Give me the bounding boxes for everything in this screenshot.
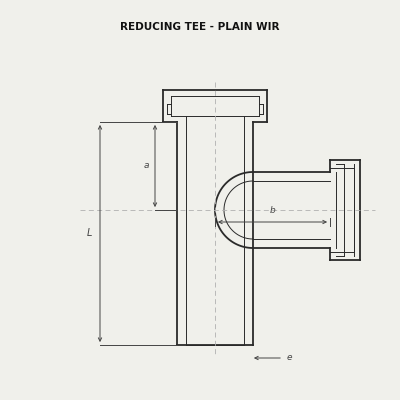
Text: L: L [87,228,92,238]
Text: a: a [144,162,149,170]
Text: e: e [287,354,292,362]
Text: REDUCING TEE - PLAIN WIR: REDUCING TEE - PLAIN WIR [120,22,280,32]
Text: b: b [270,206,275,215]
